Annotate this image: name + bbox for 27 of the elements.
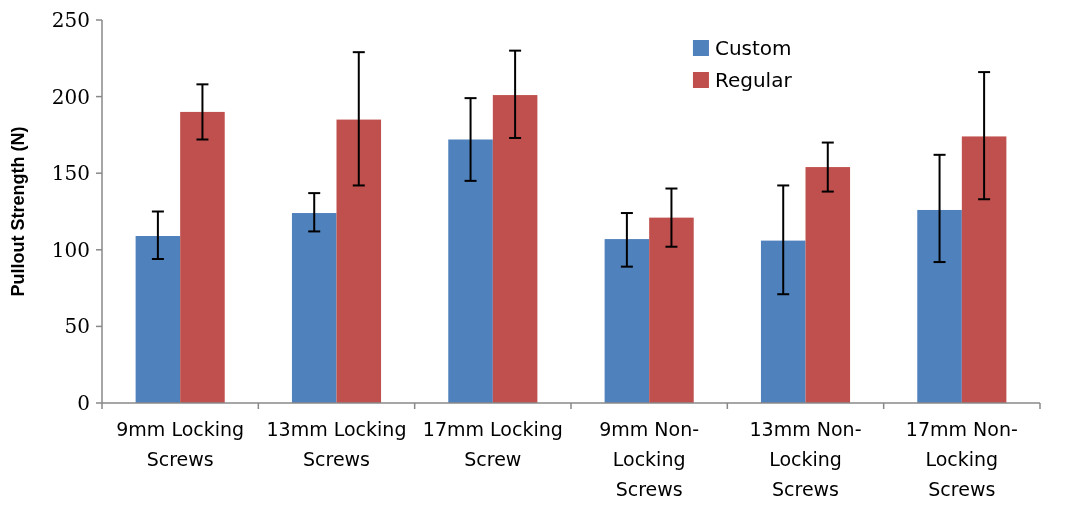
- x-tick-label: 9mm Locking Screws: [116, 418, 245, 470]
- x-tick-label: 17mm Locking Screw: [422, 418, 563, 470]
- bar: [649, 217, 694, 403]
- bar: [604, 239, 650, 403]
- bar: [291, 213, 337, 403]
- bar: [961, 136, 1007, 403]
- y-tick-label: 150: [51, 161, 90, 186]
- y-tick-label: 250: [51, 8, 90, 32]
- bar: [917, 209, 962, 403]
- x-tick-label: 9mm Non-Locking Screws: [599, 418, 700, 500]
- x-tick-label: 17mm Non-Locking Screws: [905, 418, 1018, 500]
- bar: [448, 139, 493, 403]
- x-tick-label: 13mm Locking Screws: [266, 418, 407, 470]
- x-tick-label: 13mm Non-Locking Screws: [749, 418, 862, 500]
- bar: [760, 240, 806, 403]
- bar: [492, 95, 538, 403]
- legend-label: Custom: [714, 36, 792, 60]
- bar: [805, 167, 851, 403]
- y-tick-label: 50: [64, 314, 90, 339]
- y-axis-title: Pullout Strength (N): [8, 126, 28, 297]
- y-tick-label: 200: [51, 84, 90, 109]
- bar: [135, 236, 181, 403]
- y-tick-label: 0: [77, 391, 90, 415]
- bar: [180, 111, 225, 403]
- bar: [336, 119, 382, 403]
- y-tick-label: 100: [51, 237, 90, 262]
- legend-label: Regular: [714, 68, 793, 92]
